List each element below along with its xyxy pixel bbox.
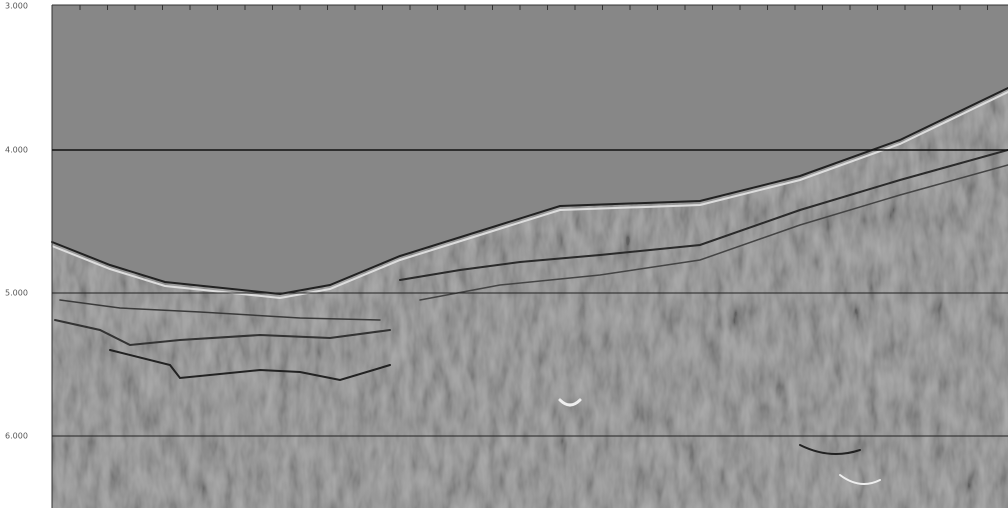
time-label: 5.000 [5, 289, 28, 298]
time-label: 6.000 [5, 432, 28, 441]
seismic-section: 3.000 4.000 5.000 6.000 [0, 0, 1008, 508]
time-label: 3.000 [5, 2, 28, 11]
page: 3.000 4.000 5.000 6.000 (() => { const d… [0, 0, 1008, 508]
time-label: 4.000 [5, 146, 28, 155]
